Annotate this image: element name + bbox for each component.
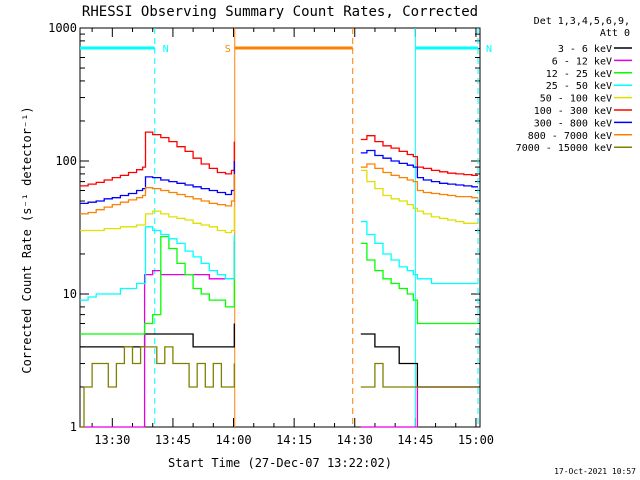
- footer-timestamp: 17-Oct-2021 10:57: [554, 467, 636, 476]
- chart-title: RHESSI Observing Summary Count Rates, Co…: [82, 4, 478, 20]
- series-line: [80, 173, 235, 215]
- legend-label: 6 - 12 keV: [552, 56, 612, 67]
- x-tick-label: 14:00: [215, 433, 251, 447]
- legend-label: 800 - 7000 keV: [528, 131, 612, 142]
- series-line: [360, 169, 478, 224]
- y-tick-label: 1: [70, 420, 77, 434]
- series-line: [80, 241, 235, 428]
- series-line: [80, 207, 235, 234]
- series-line: [80, 131, 235, 187]
- x-tick-label: 13:30: [94, 433, 130, 447]
- x-tick-label: 14:45: [397, 433, 433, 447]
- x-tick-label: 13:45: [155, 433, 191, 447]
- y-tick-label: 100: [55, 154, 77, 168]
- legend-label: 7000 - 15000 keV: [516, 143, 612, 154]
- series-line: [360, 135, 478, 177]
- legend-label: 3 - 6 keV: [558, 44, 612, 55]
- series-line: [360, 362, 478, 388]
- plot-area: 13:30 13:45 14:00 14:15 14:30 14:45 15:00 1 10 10…: [48, 21, 494, 447]
- legend-label: 12 - 25 keV: [546, 69, 612, 80]
- x-tick-label: 14:30: [337, 433, 373, 447]
- legend-header-line-1: Det 1,3,4,5,6,9,: [534, 16, 630, 27]
- legend-header-line-2: Att 0: [600, 28, 630, 39]
- plot-frame: [79, 27, 481, 428]
- series-line: [360, 163, 478, 199]
- series-line: [360, 149, 478, 188]
- series-line: [80, 346, 235, 428]
- legend-label: 25 - 50 keV: [546, 81, 612, 92]
- series-line: [80, 323, 235, 348]
- interval-label: N: [486, 44, 492, 55]
- series-line: [80, 235, 235, 335]
- y-tick-label: 1000: [48, 21, 77, 35]
- x-tick-label: 15:00: [458, 433, 494, 447]
- series-line: [80, 161, 235, 205]
- series-line: [80, 226, 235, 301]
- interval-label: S: [225, 44, 231, 55]
- legend-label: 300 - 800 keV: [534, 118, 612, 129]
- series-line: [360, 242, 478, 325]
- y-axis-label: Corrected Count Rate (s⁻¹ detector⁻¹): [20, 106, 34, 373]
- legend-label: 50 - 100 keV: [540, 94, 612, 105]
- legend-label: 100 - 300 keV: [534, 106, 612, 117]
- series-line: [360, 220, 478, 285]
- y-tick-label: 10: [63, 287, 77, 301]
- x-tick-label: 14:15: [276, 433, 312, 447]
- interval-label: N: [163, 44, 169, 55]
- x-axis-label: Start Time (27-Dec-07 13:22:02): [168, 456, 392, 470]
